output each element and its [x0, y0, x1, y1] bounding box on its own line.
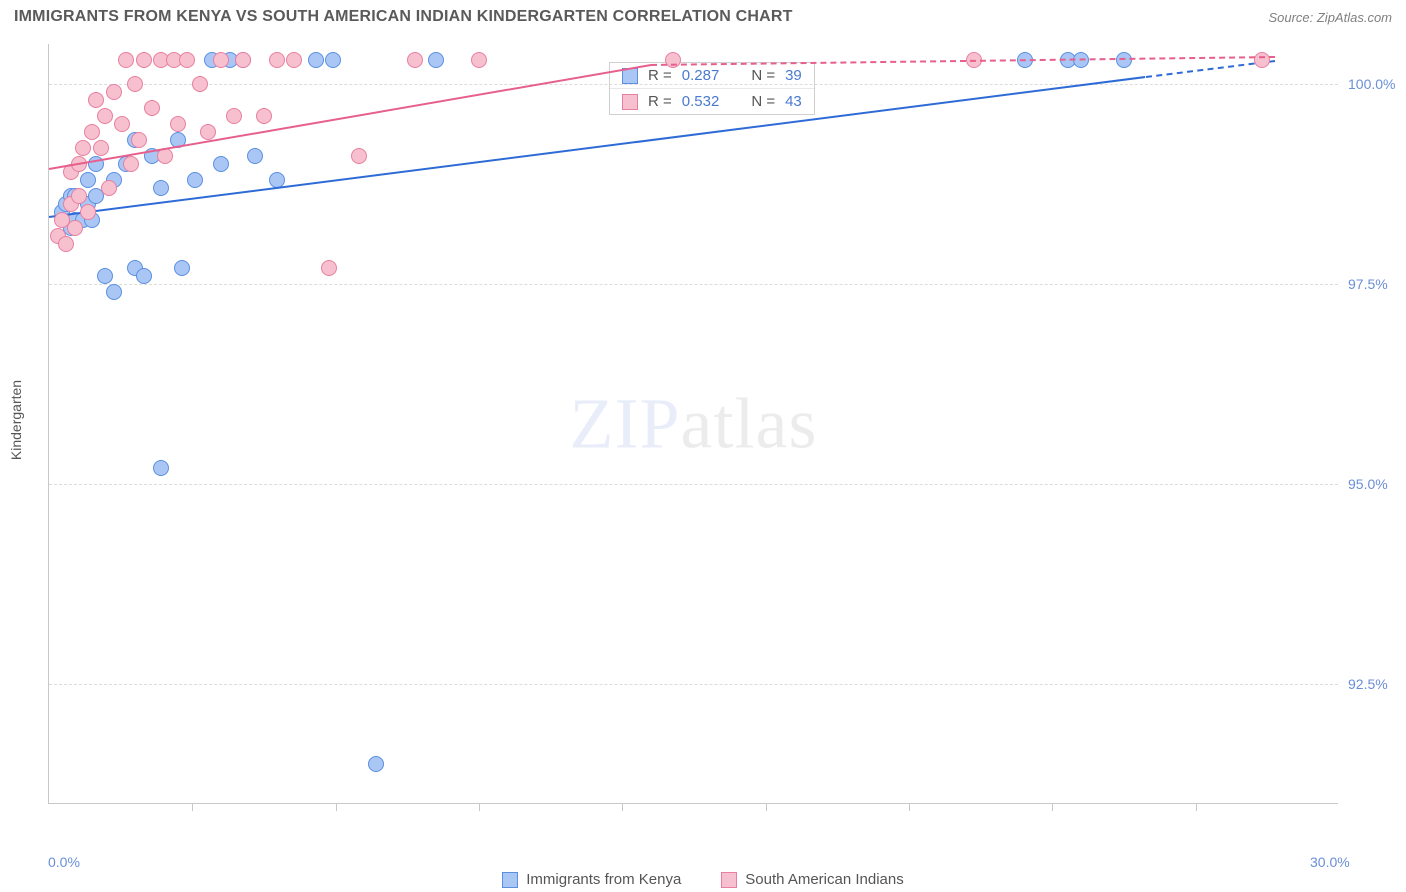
data-point-sai [123, 156, 139, 172]
data-point-kenya [187, 172, 203, 188]
x-tick [1196, 803, 1197, 811]
page-root: IMMIGRANTS FROM KENYA VS SOUTH AMERICAN … [0, 0, 1406, 892]
x-tick [192, 803, 193, 811]
data-point-sai [351, 148, 367, 164]
data-point-sai [192, 76, 208, 92]
data-point-sai [235, 52, 251, 68]
legend-swatch [721, 872, 737, 888]
grid-line [49, 684, 1338, 685]
x-tick [336, 803, 337, 811]
y-axis-label: Kindergarten [8, 380, 24, 460]
stats-row: R = 0.532 N = 43 [610, 89, 814, 114]
data-point-sai [269, 52, 285, 68]
legend-label: South American Indians [745, 871, 903, 888]
y-tick-label: 100.0% [1348, 76, 1395, 92]
r-value: 0.532 [682, 93, 720, 110]
legend-swatch [502, 872, 518, 888]
x-min-label: 0.0% [48, 854, 80, 870]
x-tick [909, 803, 910, 811]
data-point-sai [321, 260, 337, 276]
grid-line [49, 484, 1338, 485]
grid-line [49, 284, 1338, 285]
source-label: Source: ZipAtlas.com [1268, 10, 1392, 25]
data-point-sai [93, 140, 109, 156]
data-point-sai [471, 52, 487, 68]
n-value: 43 [785, 93, 802, 110]
data-point-kenya [213, 156, 229, 172]
stats-box: R = 0.287 N = 39 R = 0.532 N = 43 [609, 62, 815, 115]
grid-line [49, 84, 1338, 85]
data-point-sai [407, 52, 423, 68]
data-point-sai [88, 92, 104, 108]
data-point-kenya [106, 284, 122, 300]
data-point-kenya [153, 180, 169, 196]
data-point-sai [80, 204, 96, 220]
data-point-sai [226, 108, 242, 124]
data-point-sai [256, 108, 272, 124]
n-label: N = [751, 67, 775, 84]
legend-item: South American Indians [721, 871, 903, 888]
data-point-sai [101, 180, 117, 196]
y-tick-label: 97.5% [1348, 276, 1388, 292]
data-point-kenya [308, 52, 324, 68]
plot-wrapper: ZIPatlas R =0.287N =39R =0.532N =43 0.0%… [48, 44, 1388, 836]
trend-line-dashed [651, 56, 1275, 66]
watermark: ZIPatlas [570, 382, 818, 465]
watermark-bold: ZIP [570, 383, 681, 463]
x-tick [1052, 803, 1053, 811]
data-point-sai [71, 188, 87, 204]
data-point-kenya [368, 756, 384, 772]
data-point-kenya [174, 260, 190, 276]
data-point-sai [200, 124, 216, 140]
x-tick [479, 803, 480, 811]
data-point-sai [106, 84, 122, 100]
data-point-sai [58, 236, 74, 252]
data-point-kenya [97, 268, 113, 284]
data-point-kenya [153, 460, 169, 476]
chart-header: IMMIGRANTS FROM KENYA VS SOUTH AMERICAN … [0, 0, 1406, 30]
data-point-sai [75, 140, 91, 156]
x-tick [622, 803, 623, 811]
data-point-sai [144, 100, 160, 116]
data-point-kenya [80, 172, 96, 188]
n-label: N = [751, 93, 775, 110]
data-point-sai [97, 108, 113, 124]
data-point-sai [179, 52, 195, 68]
plot-area: ZIPatlas R = 0.287 N = 39 R = 0.532 N = 43 [48, 44, 1338, 804]
data-point-sai [114, 116, 130, 132]
data-point-sai [136, 52, 152, 68]
r-label: R = [648, 93, 672, 110]
data-point-sai [67, 220, 83, 236]
data-point-kenya [325, 52, 341, 68]
data-point-sai [118, 52, 134, 68]
y-tick-label: 95.0% [1348, 476, 1388, 492]
data-point-sai [1254, 52, 1270, 68]
x-max-label: 30.0% [1310, 854, 1350, 870]
data-point-sai [84, 124, 100, 140]
watermark-thin: atlas [681, 383, 818, 463]
trend-line [49, 76, 1146, 218]
data-point-kenya [247, 148, 263, 164]
legend-label: Immigrants from Kenya [526, 871, 681, 888]
chart-title: IMMIGRANTS FROM KENYA VS SOUTH AMERICAN … [14, 8, 793, 26]
data-point-kenya [428, 52, 444, 68]
y-tick-label: 92.5% [1348, 676, 1388, 692]
data-point-sai [127, 76, 143, 92]
data-point-sai [131, 132, 147, 148]
bottom-legend: Immigrants from Kenya South American Indi… [0, 871, 1406, 888]
data-point-sai [286, 52, 302, 68]
data-point-sai [213, 52, 229, 68]
r-value: 0.287 [682, 67, 720, 84]
n-value: 39 [785, 67, 802, 84]
legend-swatch [622, 94, 638, 110]
legend-item: Immigrants from Kenya [502, 871, 681, 888]
data-point-kenya [136, 268, 152, 284]
data-point-sai [170, 116, 186, 132]
x-tick [766, 803, 767, 811]
r-label: R = [648, 67, 672, 84]
